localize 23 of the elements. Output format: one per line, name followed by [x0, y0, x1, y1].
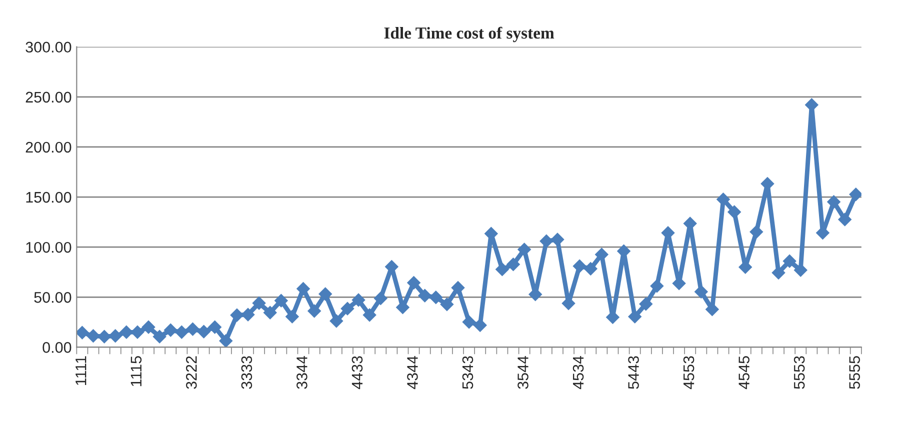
y-tick-label: 200.00 [26, 142, 72, 153]
y-tick-label: 250.00 [26, 92, 72, 103]
x-tick-label: 1115 [130, 356, 142, 386]
x-tick-label: 4344 [407, 356, 418, 390]
x-tick-label: 4433 [352, 356, 363, 390]
x-tick-label: 3333 [241, 356, 252, 389]
x-tick-label: 3222 [186, 356, 197, 389]
y-tick-label: 100.00 [26, 242, 72, 253]
x-tick-label: 4545 [738, 356, 750, 390]
x-tick-label: 5553 [794, 356, 805, 389]
x-tick-label: 5555 [849, 356, 860, 389]
y-tick-label: 300.00 [26, 42, 72, 53]
x-tick-label: 4534 [572, 356, 584, 390]
x-tick-label: 5343 [462, 356, 474, 389]
x-tick-label: 4553 [683, 356, 694, 390]
x-tick-label: 3344 [296, 356, 308, 389]
y-tick-label: 0.00 [42, 342, 72, 353]
x-tick-label: 1111 [76, 356, 86, 385]
y-tick-label: 50.00 [34, 292, 72, 303]
y-tick-label: 150.00 [26, 192, 72, 203]
x-tick-label: 5443 [628, 356, 639, 389]
chart-title: Idle Time cost of system [384, 26, 554, 42]
x-tick-label: 3544 [518, 356, 528, 389]
